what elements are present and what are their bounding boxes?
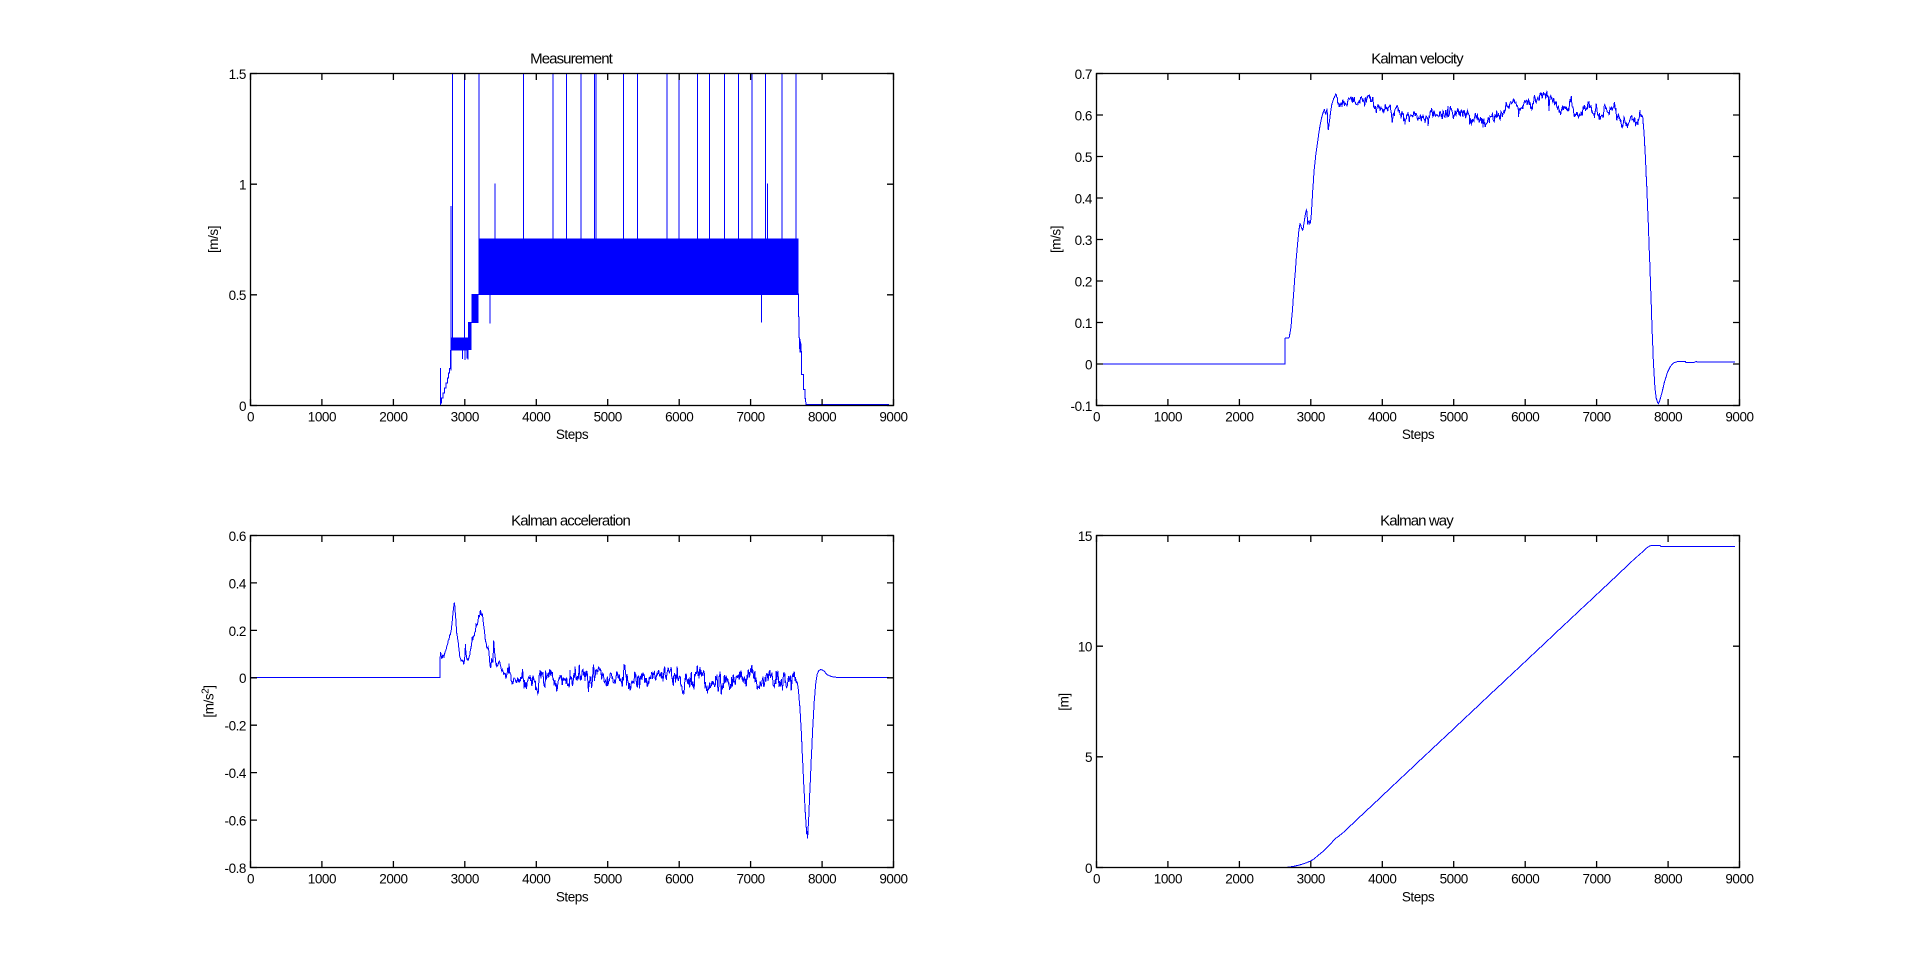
svg-text:3000: 3000: [451, 410, 479, 425]
svg-text:0: 0: [239, 399, 246, 414]
svg-text:0: 0: [1085, 357, 1092, 372]
svg-text:5000: 5000: [1440, 410, 1468, 425]
svg-text:8000: 8000: [808, 410, 836, 425]
svg-text:7000: 7000: [1582, 872, 1610, 887]
svg-text:Steps: Steps: [556, 427, 589, 442]
svg-text:4000: 4000: [1368, 872, 1396, 887]
svg-text:7000: 7000: [736, 410, 764, 425]
svg-text:5: 5: [1085, 750, 1092, 765]
svg-text:3000: 3000: [451, 872, 479, 887]
svg-text:0.5: 0.5: [1075, 150, 1092, 165]
svg-text:-0.1: -0.1: [1071, 399, 1092, 414]
svg-text:1.5: 1.5: [229, 67, 246, 82]
svg-text:8000: 8000: [1654, 410, 1682, 425]
svg-text:9000: 9000: [879, 872, 907, 887]
svg-text:4000: 4000: [522, 872, 550, 887]
svg-text:6000: 6000: [665, 410, 693, 425]
svg-text:5000: 5000: [1440, 872, 1468, 887]
svg-text:3000: 3000: [1297, 410, 1325, 425]
svg-text:8000: 8000: [808, 872, 836, 887]
svg-text:5000: 5000: [594, 872, 622, 887]
svg-text:0.1: 0.1: [1075, 316, 1092, 331]
svg-text:0.6: 0.6: [1075, 108, 1092, 123]
svg-text:9000: 9000: [879, 410, 907, 425]
svg-text:[m/s]: [m/s]: [206, 226, 221, 253]
svg-text:2000: 2000: [1225, 872, 1253, 887]
svg-text:0: 0: [247, 410, 254, 425]
svg-text:0.4: 0.4: [229, 576, 247, 591]
svg-text:-0.8: -0.8: [225, 861, 246, 876]
svg-text:0.6: 0.6: [229, 529, 246, 544]
svg-text:0.5: 0.5: [229, 288, 246, 303]
svg-text:9000: 9000: [1725, 410, 1753, 425]
svg-text:0.4: 0.4: [1075, 191, 1093, 206]
svg-text:Kalman way: Kalman way: [1380, 513, 1454, 530]
svg-text:1000: 1000: [1154, 410, 1182, 425]
svg-text:1000: 1000: [308, 872, 336, 887]
svg-text:6000: 6000: [1511, 872, 1539, 887]
svg-text:-0.2: -0.2: [225, 719, 246, 734]
svg-text:0: 0: [1085, 861, 1092, 876]
svg-text:-0.4: -0.4: [225, 766, 247, 781]
svg-text:Steps: Steps: [556, 890, 589, 905]
svg-text:10: 10: [1078, 640, 1092, 655]
svg-text:0: 0: [1093, 872, 1100, 887]
svg-text:0: 0: [247, 872, 254, 887]
svg-text:4000: 4000: [522, 410, 550, 425]
svg-text:7000: 7000: [736, 872, 764, 887]
svg-text:5000: 5000: [594, 410, 622, 425]
svg-text:Steps: Steps: [1402, 890, 1435, 905]
svg-text:6000: 6000: [1511, 410, 1539, 425]
svg-text:1000: 1000: [308, 410, 336, 425]
svg-text:Kalman acceleration: Kalman acceleration: [511, 513, 630, 530]
svg-text:0: 0: [1093, 410, 1100, 425]
svg-text:1: 1: [239, 178, 246, 193]
svg-text:[m]: [m]: [1057, 693, 1072, 710]
svg-text:2000: 2000: [379, 872, 407, 887]
svg-text:2000: 2000: [379, 410, 407, 425]
svg-text:0: 0: [239, 671, 246, 686]
svg-text:0.7: 0.7: [1075, 67, 1092, 82]
svg-text:0.2: 0.2: [1075, 274, 1092, 289]
svg-text:9000: 9000: [1725, 872, 1753, 887]
svg-text:8000: 8000: [1654, 872, 1682, 887]
svg-text:[m/s]: [m/s]: [1049, 226, 1064, 253]
svg-text:3000: 3000: [1297, 872, 1325, 887]
svg-text:-0.6: -0.6: [225, 814, 246, 829]
svg-text:7000: 7000: [1582, 410, 1610, 425]
svg-text:2000: 2000: [1225, 410, 1253, 425]
svg-text:15: 15: [1078, 529, 1092, 544]
svg-text:4000: 4000: [1368, 410, 1396, 425]
svg-text:0.2: 0.2: [229, 624, 246, 639]
svg-text:1000: 1000: [1154, 872, 1182, 887]
svg-text:0.3: 0.3: [1075, 233, 1092, 248]
svg-text:Steps: Steps: [1402, 427, 1435, 442]
svg-text:Measurement: Measurement: [530, 51, 614, 68]
svg-text:Kalman velocity: Kalman velocity: [1371, 51, 1464, 68]
svg-text:6000: 6000: [665, 872, 693, 887]
